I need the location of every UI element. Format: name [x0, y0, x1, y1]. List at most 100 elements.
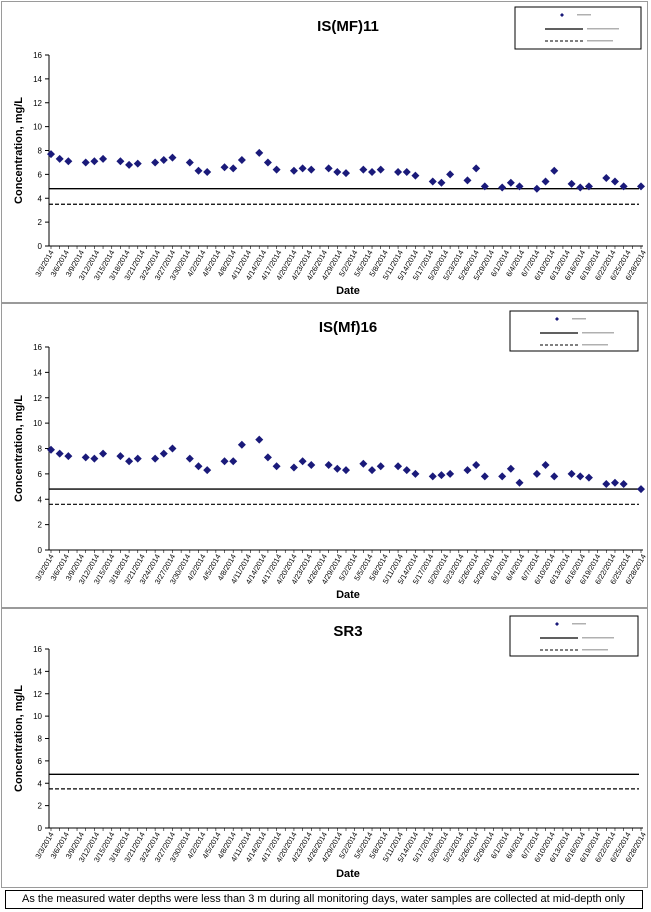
data-point-marker [506, 178, 515, 187]
legend-box [514, 6, 642, 50]
legend-marker [555, 622, 559, 626]
data-point-marker [133, 159, 142, 168]
data-point-marker [99, 449, 108, 458]
data-point-marker [90, 454, 99, 463]
data-point-marker [333, 464, 342, 473]
data-point-marker [185, 454, 194, 463]
y-tick-label: 2 [38, 218, 43, 227]
data-point-marker [220, 163, 229, 172]
data-point-marker [411, 469, 420, 478]
y-tick-label: 14 [33, 667, 42, 676]
data-point-marker [472, 164, 481, 173]
y-tick-label: 6 [38, 757, 43, 766]
data-point-marker [64, 452, 73, 461]
y-tick-label: 10 [33, 419, 42, 428]
data-point-marker [368, 167, 377, 176]
chart-panel-3: SR3 0 2 4 6 8 10 12 14 16 3/3/2014 3/6/2014 3/9/2014… [1, 608, 648, 888]
data-point-marker [255, 435, 264, 444]
data-point-marker [610, 177, 619, 186]
data-point-marker [359, 165, 368, 174]
data-point-marker [220, 457, 229, 466]
data-point-marker [116, 452, 125, 461]
y-tick-label: 12 [33, 394, 42, 403]
data-point-marker [584, 473, 593, 482]
data-point-marker [324, 460, 333, 469]
data-point-marker [515, 478, 524, 487]
data-point-marker [619, 182, 628, 191]
data-point-marker [194, 166, 203, 175]
data-point-marker [289, 463, 298, 472]
data-point-marker [376, 165, 385, 174]
data-point-marker [125, 457, 134, 466]
data-point-marker [619, 480, 628, 489]
data-point-marker [480, 472, 489, 481]
data-point-marker [567, 179, 576, 188]
data-point-marker [116, 157, 125, 166]
data-point-marker [307, 165, 316, 174]
legend-box [509, 615, 639, 657]
y-tick-label: 2 [38, 802, 43, 811]
data-point-marker [125, 160, 134, 169]
data-point-marker [47, 150, 55, 159]
y-tick-label: 8 [38, 445, 43, 454]
data-point-marker [550, 166, 559, 175]
data-point-marker [263, 453, 272, 462]
legend-entry-text-mark [587, 40, 613, 42]
y-tick-label: 4 [38, 495, 43, 504]
data-point-marker [55, 449, 64, 458]
data-point-marker [394, 167, 403, 176]
data-point-marker [81, 453, 90, 462]
y-tick-label: 6 [38, 470, 43, 479]
data-point-marker [237, 440, 246, 449]
data-point-marker [402, 466, 411, 475]
y-axis-label: Concentration, mg/L [13, 685, 25, 792]
data-point-marker [463, 176, 472, 185]
y-tick-label: 0 [38, 546, 43, 555]
data-point-marker [637, 485, 645, 494]
y-tick-label: 14 [33, 75, 42, 84]
data-point-marker [463, 466, 472, 475]
chart-title: IS(MF)11 [317, 18, 379, 35]
data-point-marker [498, 183, 507, 192]
y-tick-label: 10 [33, 123, 42, 132]
data-point-marker [446, 469, 455, 478]
legend-marker [555, 317, 559, 321]
data-point-marker [203, 167, 212, 176]
data-point-marker [610, 478, 619, 487]
chart-panel-1: IS(MF)11 0 2 4 6 8 10 12 14 16 3/3/2014 3/6/2014 3/9… [1, 1, 648, 303]
y-tick-label: 0 [38, 824, 43, 833]
data-point-marker [428, 472, 437, 481]
data-point-marker [55, 154, 64, 163]
data-point-marker [81, 158, 90, 167]
data-point-marker [472, 460, 481, 469]
legend-entry-text-mark [587, 28, 619, 30]
data-point-marker [394, 462, 403, 471]
data-point-marker [567, 469, 576, 478]
y-tick-label: 12 [33, 99, 42, 108]
data-point-marker [541, 177, 550, 186]
data-point-marker [307, 460, 316, 469]
data-point-marker [428, 177, 437, 186]
legend-entry-text-mark [582, 649, 608, 651]
data-point-marker [151, 454, 160, 463]
data-point-marker [506, 464, 515, 473]
data-point-marker [498, 472, 507, 481]
data-point-marker [289, 166, 298, 175]
data-point-marker [342, 466, 350, 475]
y-tick-label: 4 [38, 779, 43, 788]
data-point-marker [64, 157, 73, 166]
footnote: As the measured water depths were less t… [5, 890, 643, 909]
y-tick-label: 8 [38, 147, 43, 156]
chart-panel-2: IS(Mf)16 0 2 4 6 8 10 12 14 16 3/3/2014 3/6/2014 3/9… [1, 303, 648, 608]
data-point-marker [411, 171, 420, 180]
y-axis-label: Concentration, mg/L [13, 97, 25, 204]
legend-entry-text-mark [577, 14, 591, 16]
data-point-marker [272, 462, 281, 471]
data-point-marker [151, 158, 160, 167]
y-tick-label: 16 [33, 51, 42, 60]
data-point-marker [159, 156, 168, 165]
legend-entry-text-mark [582, 332, 614, 334]
chart-title: SR3 [333, 623, 362, 640]
y-tick-label: 14 [33, 368, 42, 377]
data-point-marker [541, 460, 550, 469]
